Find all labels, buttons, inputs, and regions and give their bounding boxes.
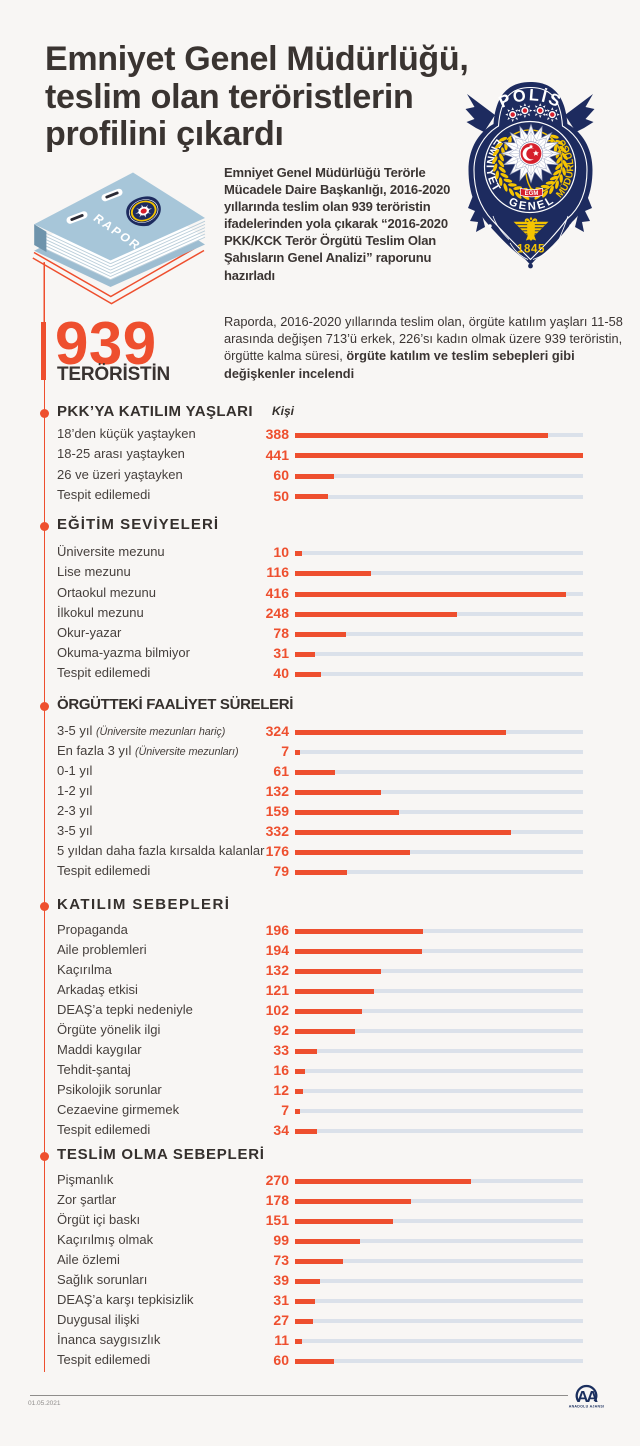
svg-text:AA: AA bbox=[577, 1389, 599, 1406]
svg-text:ANADOLU AJANSI: ANADOLU AJANSI bbox=[569, 1404, 605, 1408]
svg-text:1845: 1845 bbox=[517, 244, 545, 256]
svg-text:EGM: EGM bbox=[525, 191, 539, 197]
